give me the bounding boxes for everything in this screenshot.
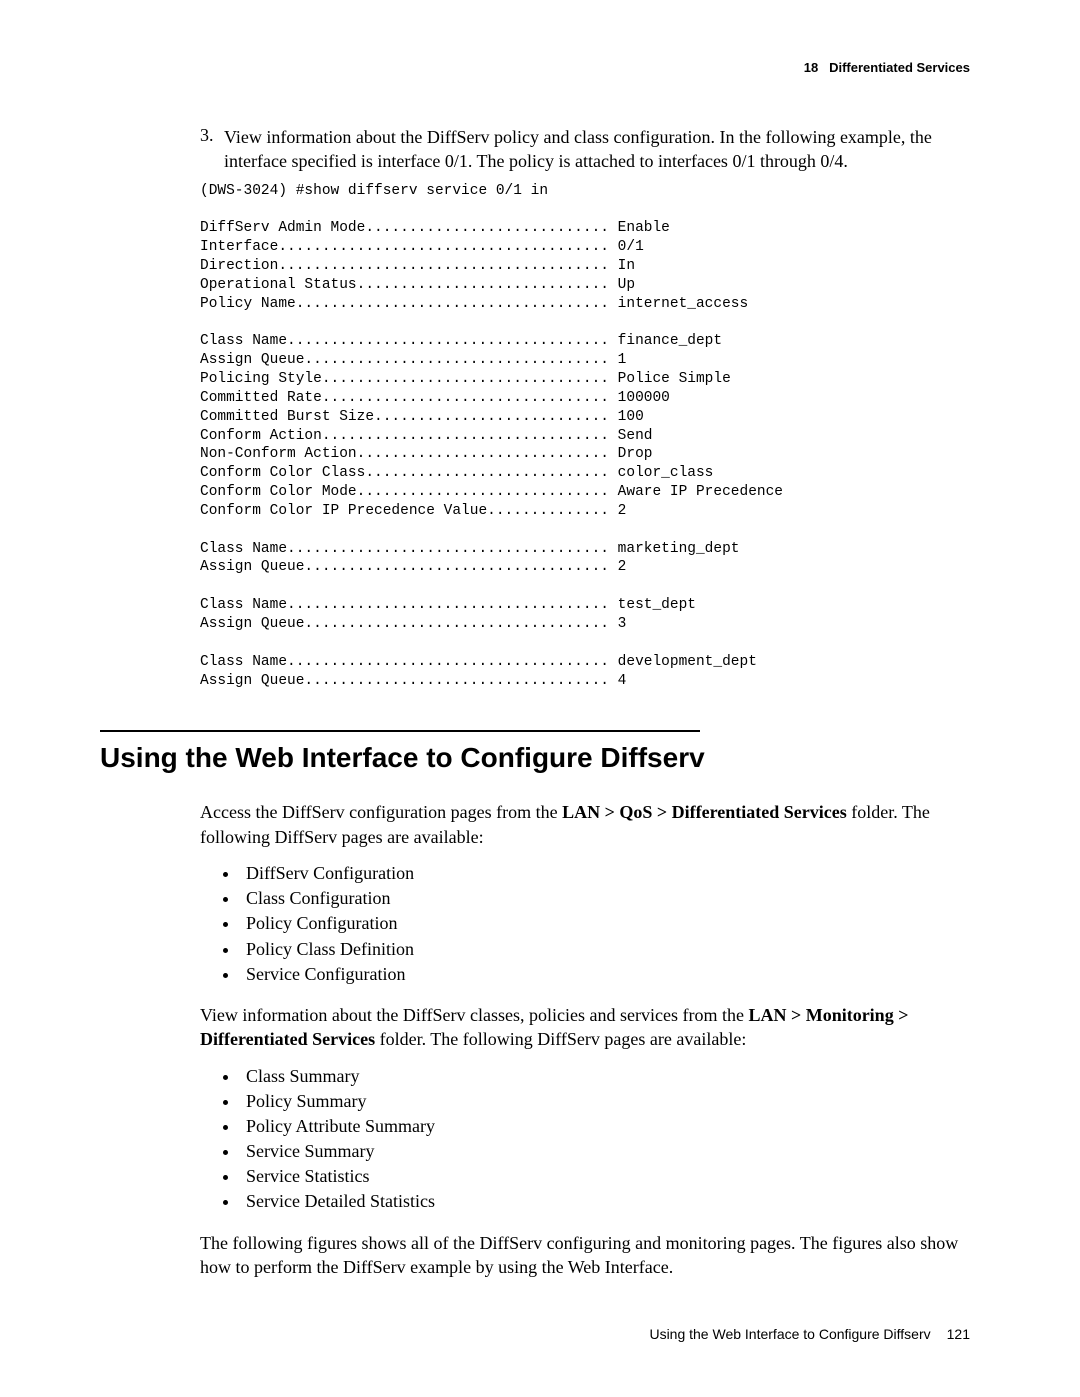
para2-suffix: folder. The following DiffServ pages are… — [375, 1029, 746, 1049]
list-item: Policy Configuration — [240, 911, 980, 936]
paragraph-2: View information about the DiffServ clas… — [200, 1003, 980, 1052]
paragraph-3: The following figures shows all of the D… — [200, 1231, 980, 1280]
page-footer: Using the Web Interface to Configure Dif… — [649, 1326, 970, 1342]
list-item: Policy Class Definition — [240, 937, 980, 962]
step-text: View information about the DiffServ poli… — [224, 125, 980, 174]
footer-text: Using the Web Interface to Configure Dif… — [649, 1326, 930, 1342]
monitoring-pages-list: Class Summary Policy Summary Policy Attr… — [200, 1064, 980, 1215]
chapter-number: 18 — [804, 60, 818, 75]
footer-page-number: 121 — [947, 1326, 970, 1342]
section-heading: Using the Web Interface to Configure Dif… — [100, 742, 980, 774]
list-item: Class Configuration — [240, 886, 980, 911]
list-item: Service Configuration — [240, 962, 980, 987]
step-number: 3. — [200, 125, 224, 174]
list-item: DiffServ Configuration — [240, 861, 980, 886]
section-divider — [100, 730, 700, 732]
para1-prefix: Access the DiffServ configuration pages … — [200, 802, 562, 822]
paragraph-1: Access the DiffServ configuration pages … — [200, 800, 980, 849]
page-header: 18 Differentiated Services — [100, 60, 980, 75]
list-item: Service Detailed Statistics — [240, 1189, 980, 1214]
list-item: Service Summary — [240, 1139, 980, 1164]
list-item: Service Statistics — [240, 1164, 980, 1189]
para2-prefix: View information about the DiffServ clas… — [200, 1005, 748, 1025]
chapter-title: Differentiated Services — [829, 60, 970, 75]
list-item: Class Summary — [240, 1064, 980, 1089]
terminal-output: (DWS-3024) #show diffserv service 0/1 in… — [200, 182, 980, 691]
main-content: 3. View information about the DiffServ p… — [100, 125, 980, 1279]
step-3: 3. View information about the DiffServ p… — [200, 125, 980, 174]
config-pages-list: DiffServ Configuration Class Configurati… — [200, 861, 980, 987]
list-item: Policy Summary — [240, 1089, 980, 1114]
list-item: Policy Attribute Summary — [240, 1114, 980, 1139]
para1-bold: LAN > QoS > Differentiated Services — [562, 802, 847, 822]
